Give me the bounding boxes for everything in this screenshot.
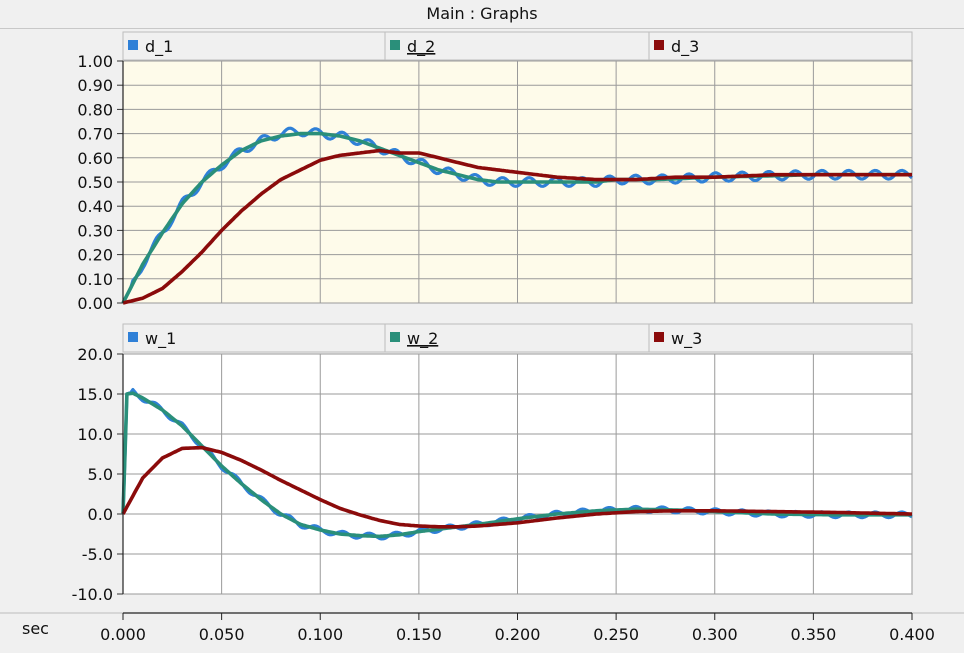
- legend-label: w_2: [407, 329, 438, 349]
- legend-label: d_3: [671, 37, 699, 57]
- series-line-w-2: [121, 391, 912, 539]
- y-tick-label: 15.0: [77, 385, 113, 404]
- x-tick-label: 0.000: [100, 625, 146, 644]
- x-tick-label: 0.200: [495, 625, 541, 644]
- y-tick-label: 0.80: [77, 100, 113, 119]
- legend-swatch: [128, 40, 138, 50]
- y-tick-label: -5.0: [82, 545, 113, 564]
- series-line-w-3: [121, 445, 912, 529]
- legend-label: w_1: [145, 329, 176, 349]
- x-tick-label: 0.100: [297, 625, 343, 644]
- y-tick-label: 0.90: [77, 76, 113, 95]
- y-tick-label: 0.0: [88, 505, 113, 524]
- legend-swatch: [654, 40, 664, 50]
- series-line-d-3: [122, 148, 912, 305]
- y-tick-label: 1.00: [77, 52, 113, 71]
- legend-swatch: [390, 332, 400, 342]
- legend-item-w-1[interactable]: w_1: [122, 323, 386, 353]
- y-tick-label: -10.0: [72, 585, 113, 604]
- legend-swatch: [128, 332, 138, 342]
- legend-item-w-3[interactable]: w_3: [648, 323, 913, 353]
- x-tick-label: 0.400: [889, 625, 935, 644]
- legend-label: d_2: [407, 37, 435, 57]
- y-tick-label: 0.60: [77, 149, 113, 168]
- y-tick-label: 0.70: [77, 125, 113, 144]
- window-title: Main : Graphs: [0, 0, 964, 29]
- legend-swatch: [654, 332, 664, 342]
- legend-item-d-2[interactable]: d_2: [384, 31, 650, 61]
- y-tick-label: 10.0: [77, 425, 113, 444]
- y-tick-label: 0.10: [77, 270, 113, 289]
- y-tick-label: 0.00: [77, 294, 113, 313]
- legend-item-d-1[interactable]: d_1: [122, 31, 386, 61]
- x-axis: 0.000 0.050 0.100 0.150 0.200 0.250 0.300 0.350…: [0, 612, 964, 644]
- legend-label: d_1: [145, 37, 173, 57]
- legend-swatch: [390, 40, 400, 50]
- y-tick-label: 5.0: [88, 465, 113, 484]
- x-tick-label: 0.350: [790, 625, 836, 644]
- y-tick-label: 0.20: [77, 246, 113, 265]
- x-tick-label: 0.050: [199, 625, 245, 644]
- x-tick-label: 0.250: [593, 625, 639, 644]
- y-tick-label: 0.50: [77, 173, 113, 192]
- y-tick-label: 20.0: [77, 345, 113, 364]
- plot-w[interactable]: w_1 w_2 w_3 20.0 15.0 10.0 5.0 0.0 -5.0 -10.0: [72, 323, 913, 604]
- x-unit-label: sec: [22, 619, 49, 638]
- x-tick-label: 0.150: [396, 625, 442, 644]
- y-tick-label: 0.40: [77, 197, 113, 216]
- plot-d[interactable]: d_1 d_2 d_3 1.00 0.90 0.80 0.70 0.60 0.50 0.40 0.3…: [77, 31, 914, 313]
- legend-item-d-3[interactable]: d_3: [648, 31, 913, 61]
- y-tick-label: 0.30: [77, 221, 113, 240]
- legend-label: w_3: [671, 329, 702, 349]
- legend-item-w-2[interactable]: w_2: [384, 323, 650, 353]
- x-tick-label: 0.300: [692, 625, 738, 644]
